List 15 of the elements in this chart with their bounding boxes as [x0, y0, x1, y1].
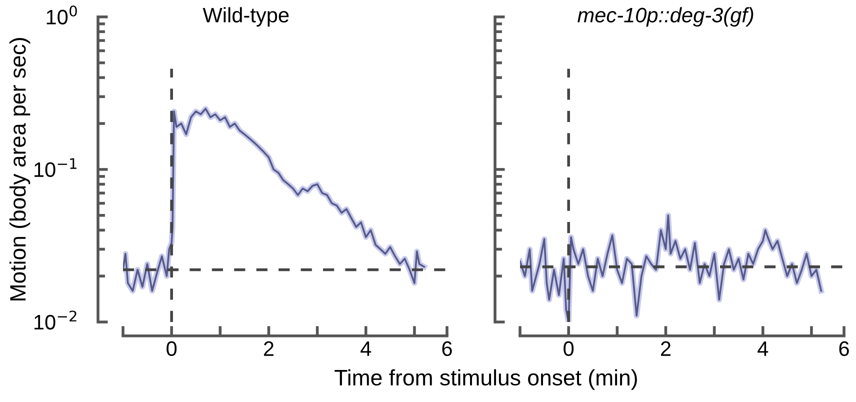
x-tick-label: 4 — [360, 342, 372, 356]
x-tick-label: 6 — [839, 341, 849, 356]
x-axis-title: Time from stimulus onset (min) — [334, 369, 637, 390]
x-tick-label: 0 — [166, 341, 177, 356]
y-tick-label: 10$^{−1}$ — [34, 158, 76, 178]
y-axis-title: Motion (body area per sec) — [9, 38, 30, 300]
chart-title: Wild-type — [202, 7, 289, 27]
y-tick-label: 10$^{0}$ — [46, 5, 77, 24]
x-tick-label: 0 — [564, 341, 574, 356]
x-tick-label: 4 — [758, 342, 768, 356]
x-tick-label: 2 — [264, 341, 274, 356]
y-tick-label: 10$^{−2}$ — [34, 310, 76, 330]
chart-title: mec-10p::deg-3(gf) — [578, 7, 754, 27]
x-tick-label: 2 — [661, 341, 670, 356]
x-tick-label: 6 — [442, 341, 452, 356]
